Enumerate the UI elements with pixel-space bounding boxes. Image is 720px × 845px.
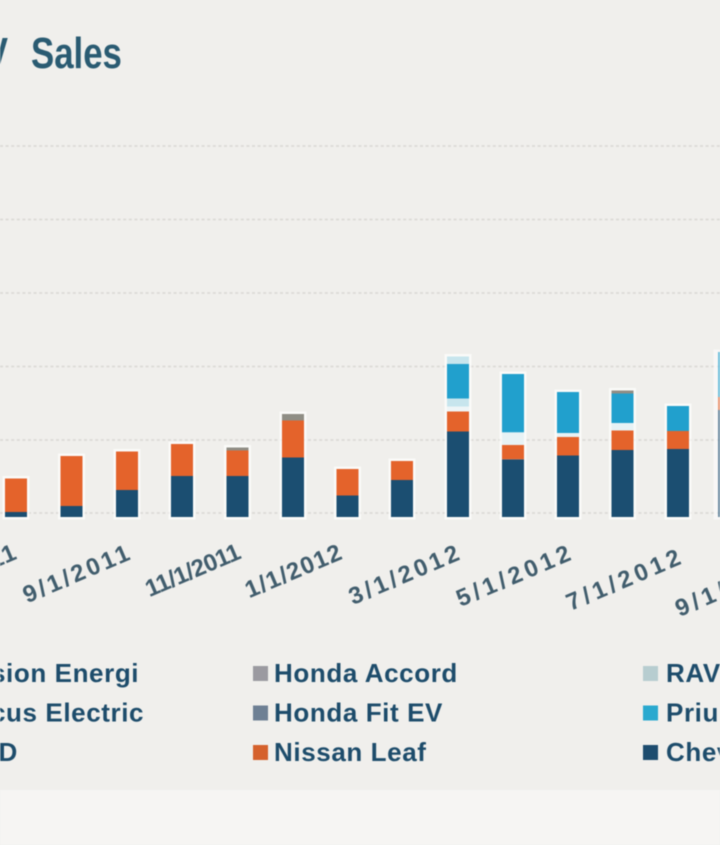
svg-text:Smart ED: Smart ED: [0, 737, 18, 767]
svg-text:Ford Focus Electric: Ford Focus Electric: [0, 698, 144, 728]
svg-text:Chevy Volt: Chevy Volt: [666, 737, 720, 767]
svg-text:Ford Fusion Energi: Ford Fusion Energi: [0, 658, 139, 688]
svg-text:Sales: Sales: [31, 29, 122, 78]
svg-text:Prius Plug In: Prius Plug In: [666, 698, 720, 728]
svg-text:EV: EV: [0, 29, 8, 78]
svg-text:Honda Fit EV: Honda Fit EV: [274, 698, 443, 728]
svg-text:Nissan Leaf: Nissan Leaf: [274, 737, 427, 767]
svg-text:Honda Accord: Honda Accord: [274, 658, 458, 688]
svg-text:RAV4 EV: RAV4 EV: [666, 658, 720, 688]
